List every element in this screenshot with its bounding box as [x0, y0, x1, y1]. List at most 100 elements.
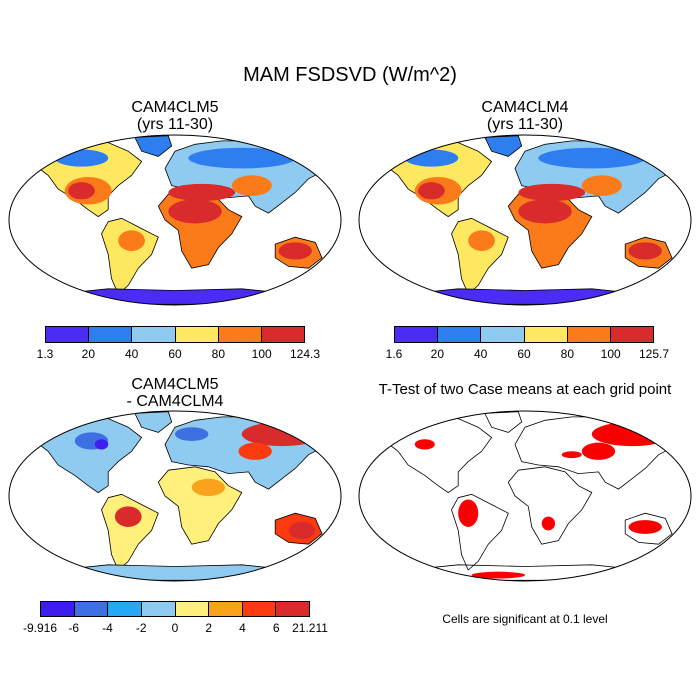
panel2-map [358, 134, 692, 306]
panel3-title-line1: CAM4CLM5 [131, 376, 219, 393]
continent-eurasia [514, 416, 683, 490]
panel2-title: CAM4CLM4 (yrs 11-30) [425, 99, 625, 133]
field-patch [168, 199, 222, 224]
colorbar-tick-label: 2 [205, 621, 213, 635]
field-patch [168, 183, 236, 202]
field-patch [118, 230, 145, 251]
map-border [358, 134, 692, 306]
field-patch [68, 182, 95, 200]
colorbar-tick-label: -2 [135, 621, 147, 635]
colorbar-tick-label: 4 [239, 621, 246, 635]
colorbar-tick-label: 20 [430, 347, 445, 361]
panel3-colorbar [40, 601, 310, 617]
panel3-map [8, 410, 342, 582]
field-patch [418, 182, 445, 200]
continent-greenland [484, 411, 523, 433]
field-patch [114, 506, 142, 527]
colorbar-tick-label: 80 [560, 347, 575, 361]
colorbar-tick-label: -9.916 [22, 621, 58, 635]
field-patch [288, 521, 316, 539]
field-patch [238, 442, 272, 460]
field-patch [591, 422, 672, 447]
colorbar-segment [567, 327, 611, 342]
colorbar-tick-label: -6 [68, 621, 80, 635]
colorbar-tick-label: 60 [517, 347, 531, 361]
colorbar-tick-label: 60 [168, 347, 182, 361]
panel1-title: CAM4CLM5 (yrs 11-30) [75, 99, 275, 133]
main-title: MAM FSDSVD (W/m^2) [243, 64, 457, 86]
colorbar-segment [108, 602, 142, 616]
continent-antarctica [40, 564, 310, 581]
colorbar-segment [481, 327, 525, 342]
panel2-title-line1: CAM4CLM4 [481, 99, 569, 116]
continent-samerica [101, 217, 159, 295]
colorbar-segment [89, 327, 133, 342]
colorbar-segment [209, 602, 243, 616]
significance-note: Cells are significant at 0.1 level [442, 612, 608, 626]
colorbar-segment [261, 327, 305, 342]
field-patch [518, 199, 572, 224]
continent-antarctica [390, 288, 660, 305]
panel3-title: CAM4CLM5 - CAM4CLM4 [75, 376, 275, 410]
map-border [8, 410, 342, 582]
continent-greenland [484, 135, 523, 157]
colorbar-tick-label: 20 [81, 347, 96, 361]
colorbar-segment [74, 602, 109, 616]
panel1-title-line1: CAM4CLM5 [131, 99, 219, 116]
colorbar-tick-label: 1.6 [385, 347, 403, 361]
field-patch [518, 183, 586, 202]
colorbar-segment [524, 327, 568, 342]
field-patch [471, 571, 525, 579]
colorbar-segment [175, 602, 210, 616]
field-patch [231, 175, 272, 196]
continent-antarctica [390, 564, 660, 581]
colorbar-segment [41, 602, 75, 616]
field-patch [278, 242, 312, 260]
continent-namerica [34, 418, 143, 494]
field-patch [581, 442, 616, 460]
continent-namerica [384, 418, 493, 494]
field-patch [175, 427, 209, 441]
continent-africa [157, 466, 243, 545]
map-border [8, 134, 342, 306]
colorbar-tick-label: 100 [600, 347, 621, 361]
field-patch [538, 147, 646, 169]
colorbar-segment [132, 327, 176, 342]
colorbar-tick-label: 40 [473, 347, 488, 361]
field-patch [628, 520, 662, 534]
panel3-title-line2: - CAM4CLM4 [126, 393, 224, 410]
continent-australia [624, 512, 673, 545]
field-patch [94, 439, 109, 450]
colorbar-segment [438, 327, 482, 342]
field-patch [581, 175, 622, 196]
colorbar-segment [46, 327, 90, 342]
colorbar-segment [610, 327, 654, 342]
panel1-colorbar [45, 326, 305, 343]
colorbar-tick-label: 124.3 [289, 347, 321, 361]
field-patch [628, 242, 662, 260]
panel1-title-line2: (yrs 11-30) [136, 116, 214, 133]
colorbar-tick-label: 100 [251, 347, 272, 361]
colorbar-tick-label: 6 [272, 621, 280, 635]
colorbar-segment [242, 602, 277, 616]
continent-samerica [101, 493, 159, 571]
colorbar-segment [175, 327, 219, 342]
colorbar-tick-label: 0 [171, 621, 179, 635]
colorbar-tick-label: 40 [124, 347, 139, 361]
colorbar-segment [276, 602, 309, 616]
continent-africa [507, 466, 593, 545]
panel1-map [8, 134, 342, 306]
field-patch [468, 230, 495, 251]
panel4-title: T-Test of two Case means at each grid po… [378, 381, 672, 398]
field-patch [404, 149, 459, 167]
field-patch [191, 478, 226, 496]
continent-greenland [134, 135, 173, 157]
panel2-title-line2: (yrs 11-30) [486, 116, 564, 133]
colorbar-tick-label: 80 [211, 347, 226, 361]
colorbar-segment [218, 327, 262, 342]
field-patch [241, 422, 322, 447]
continent-samerica [451, 217, 509, 295]
panel4-map [358, 410, 692, 582]
field-patch [458, 499, 479, 527]
colorbar-tick-label: -4 [102, 621, 113, 635]
